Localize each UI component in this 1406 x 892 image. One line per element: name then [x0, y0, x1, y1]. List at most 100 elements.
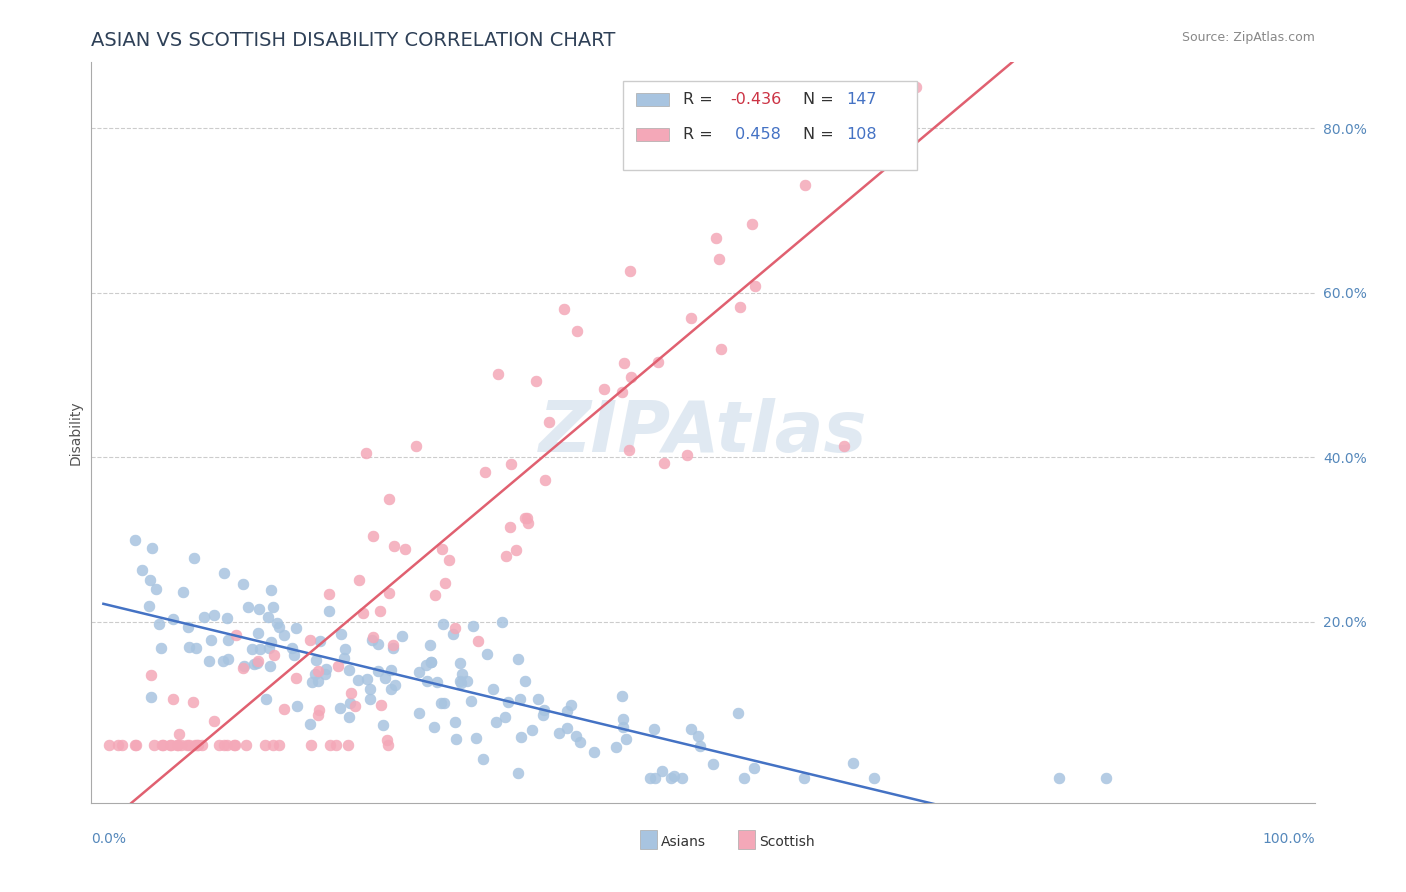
Point	[531, 708, 554, 723]
Text: 100.0%: 100.0%	[1263, 831, 1315, 846]
Point	[139, 690, 162, 705]
Point	[686, 730, 709, 744]
Point	[361, 528, 384, 542]
Point	[827, 103, 849, 118]
Point	[496, 695, 519, 709]
Point	[212, 566, 235, 580]
Point	[246, 656, 269, 670]
Point	[152, 738, 174, 752]
Point	[260, 583, 283, 598]
Point	[191, 738, 214, 752]
Point	[374, 671, 396, 685]
Point	[415, 658, 437, 673]
Text: N =: N =	[803, 92, 839, 107]
Point	[150, 738, 173, 752]
Point	[553, 301, 575, 316]
FancyBboxPatch shape	[636, 93, 669, 106]
Point	[325, 738, 347, 752]
Point	[359, 681, 381, 696]
Point	[612, 720, 634, 734]
Point	[659, 771, 682, 785]
Point	[704, 231, 727, 245]
Point	[170, 738, 193, 752]
Point	[472, 752, 495, 766]
Point	[842, 756, 865, 770]
Point	[141, 541, 163, 555]
Point	[162, 692, 184, 706]
Point	[217, 652, 239, 666]
Point	[285, 698, 308, 713]
Point	[187, 738, 209, 752]
Point	[124, 738, 146, 752]
Point	[495, 549, 517, 564]
Point	[485, 714, 508, 729]
Point	[644, 771, 666, 785]
Point	[516, 511, 538, 525]
Text: Source: ZipAtlas.com: Source: ZipAtlas.com	[1181, 31, 1315, 45]
Point	[247, 626, 270, 640]
Point	[460, 694, 482, 708]
Text: 108: 108	[846, 127, 877, 142]
Point	[236, 600, 259, 615]
Point	[111, 738, 134, 752]
Point	[267, 620, 290, 634]
Point	[224, 738, 246, 752]
Point	[384, 678, 406, 692]
Point	[224, 738, 246, 752]
Point	[347, 574, 370, 588]
Point	[145, 582, 167, 596]
Point	[423, 588, 446, 602]
Point	[217, 738, 239, 752]
Point	[319, 738, 342, 752]
Text: ZIPAtlas: ZIPAtlas	[538, 398, 868, 467]
Point	[494, 709, 516, 723]
Point	[612, 689, 634, 703]
Point	[408, 706, 430, 720]
Point	[654, 456, 676, 470]
Point	[593, 382, 616, 396]
Point	[513, 673, 536, 688]
Point	[212, 654, 235, 668]
Point	[259, 658, 281, 673]
Point	[202, 607, 225, 622]
Point	[179, 640, 201, 654]
Point	[733, 771, 755, 785]
Text: -0.436: -0.436	[730, 92, 782, 107]
Point	[257, 610, 280, 624]
Point	[233, 659, 256, 673]
Point	[148, 617, 170, 632]
Point	[266, 616, 288, 631]
Point	[449, 657, 471, 671]
Point	[367, 664, 389, 678]
Point	[620, 370, 643, 384]
Point	[527, 692, 550, 706]
Point	[212, 738, 235, 752]
Point	[333, 651, 356, 665]
Point	[419, 638, 441, 652]
Point	[162, 613, 184, 627]
Point	[139, 573, 162, 587]
Point	[361, 630, 384, 644]
Point	[309, 633, 332, 648]
Text: Scottish: Scottish	[759, 835, 815, 849]
Point	[467, 633, 489, 648]
Point	[314, 666, 336, 681]
Point	[356, 672, 378, 686]
Point	[433, 696, 456, 710]
Text: R =: R =	[683, 127, 724, 142]
Point	[534, 473, 557, 487]
Point	[361, 633, 384, 648]
Point	[254, 691, 277, 706]
Point	[380, 682, 402, 697]
Point	[299, 633, 322, 648]
Point	[339, 686, 361, 700]
Point	[330, 627, 353, 641]
Point	[475, 647, 498, 661]
Point	[405, 439, 427, 453]
Point	[441, 627, 464, 641]
Point	[247, 654, 270, 668]
Point	[464, 731, 486, 745]
Point	[679, 722, 702, 736]
Point	[307, 708, 329, 723]
Point	[538, 416, 561, 430]
